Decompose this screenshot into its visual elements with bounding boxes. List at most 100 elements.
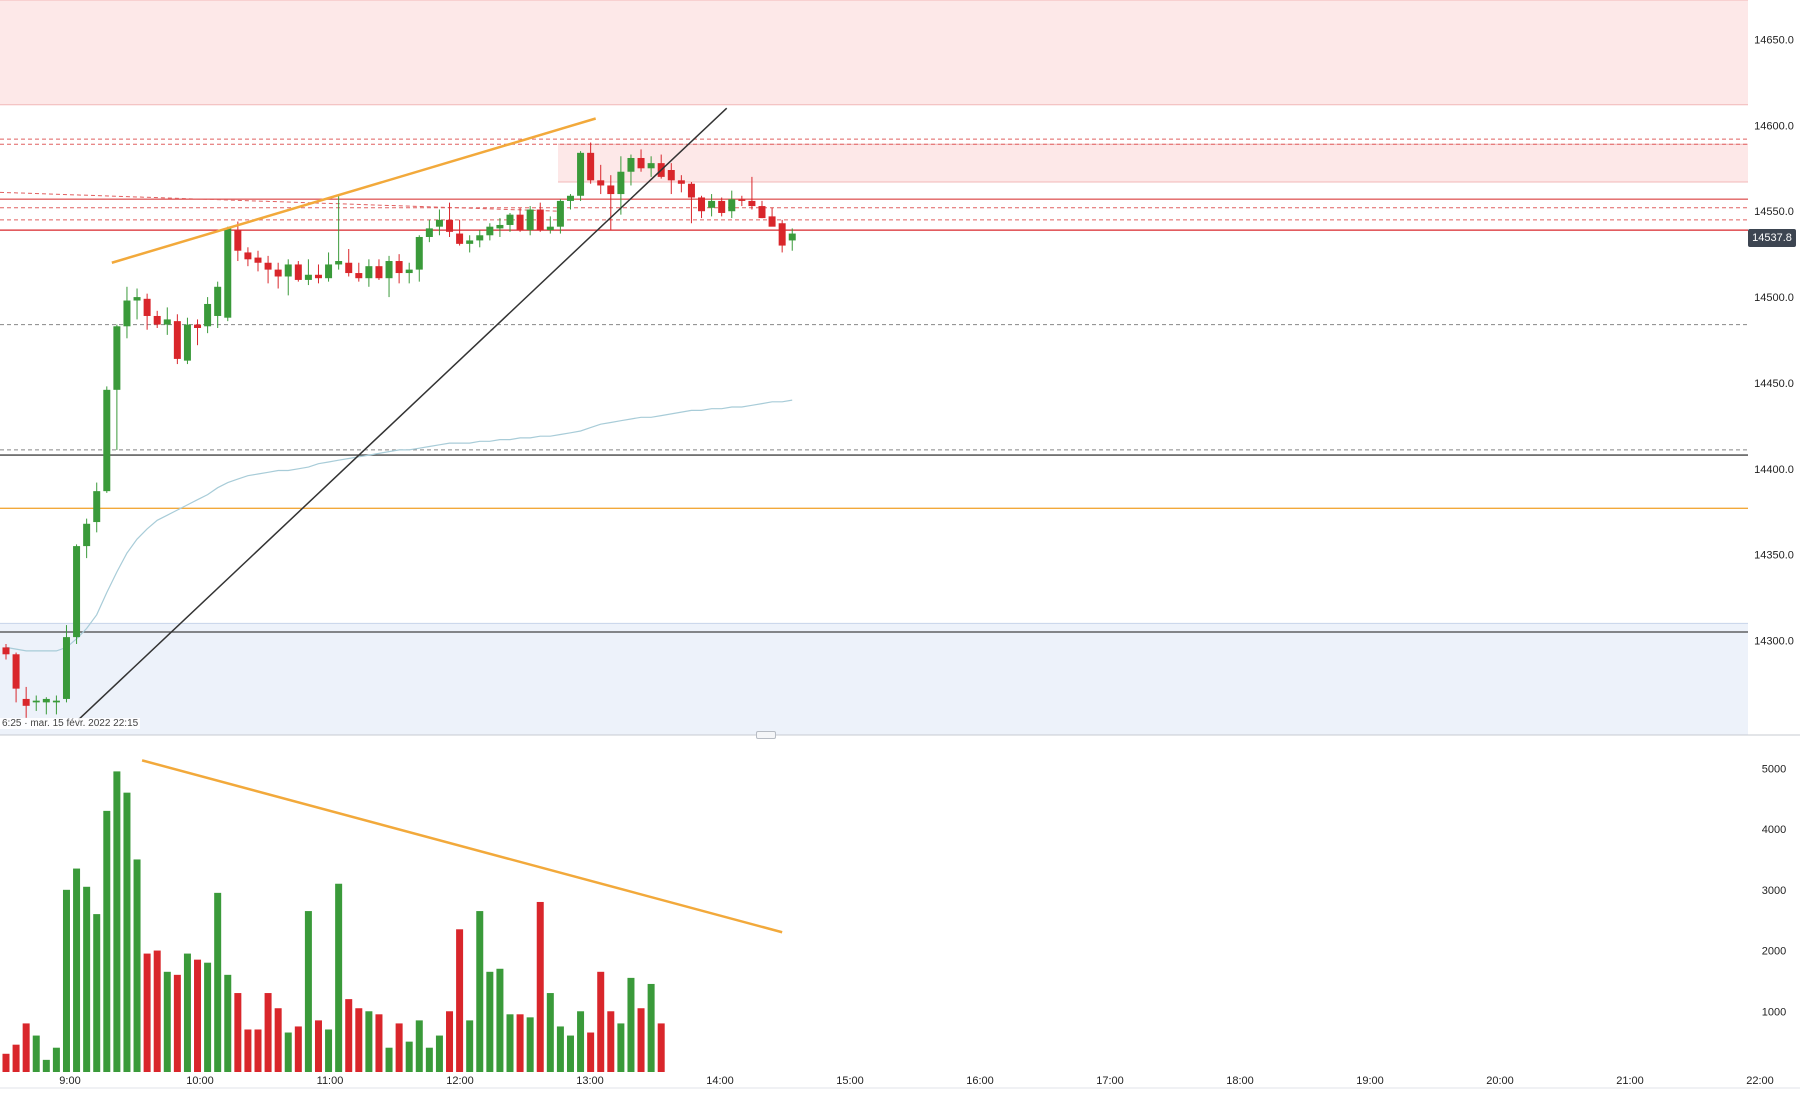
candle: [496, 218, 504, 237]
volume-bar: [224, 974, 232, 1072]
candle-body: [758, 206, 766, 219]
time-tick-label: 10:00: [186, 1075, 214, 1087]
price-tick-label: 14300.0: [1754, 636, 1794, 648]
candle-body: [768, 216, 776, 227]
candle-body: [748, 200, 756, 207]
candle: [536, 202, 544, 232]
candle-body: [607, 185, 615, 195]
time-tick-label: 14:00: [706, 1075, 734, 1087]
candle-body: [526, 209, 534, 231]
candle: [687, 182, 695, 224]
candle-body: [294, 264, 302, 280]
volume-bar: [73, 868, 81, 1072]
time-tick-label: 12:00: [446, 1075, 474, 1087]
volume-bar: [587, 1032, 595, 1072]
candle-body: [365, 266, 373, 279]
volume-bar: [506, 1014, 514, 1072]
volume-bar: [143, 953, 151, 1072]
candle-body: [12, 654, 20, 689]
candle-body: [113, 326, 121, 390]
volume-bar: [566, 1035, 574, 1072]
price-axis[interactable]: 14650.0 14600.0 14550.0 14500.0 14450.0 14400…: [1754, 34, 1794, 647]
candle: [143, 293, 151, 330]
candle: [173, 314, 181, 365]
crosshair-time-label: 6:25 · mar. 15 févr. 2022 22:15: [0, 718, 141, 729]
candle: [2, 643, 10, 660]
candle: [748, 176, 756, 210]
volume-axis: 5000 4000 3000 2000 1000: [1762, 763, 1786, 1018]
sma-line: [5, 399, 793, 652]
candle: [647, 156, 655, 177]
candle: [415, 235, 423, 282]
volume-bar: [486, 971, 494, 1072]
candle-body: [314, 274, 322, 279]
volume-tick-label: 5000: [1762, 763, 1786, 775]
time-tick-label: 13:00: [576, 1075, 604, 1087]
candle: [345, 249, 353, 277]
candle-body: [32, 700, 40, 703]
candle: [365, 259, 373, 287]
price-tick-label: 14600.0: [1754, 120, 1794, 132]
time-axis[interactable]: 9:00 10:00 11:00 12:00 13:00 14:00 15:00 16:00 1…: [59, 1075, 1773, 1087]
trendline-1: [78, 107, 728, 721]
volume-bar: [365, 1011, 373, 1072]
time-tick-label: 22:00: [1746, 1075, 1774, 1087]
candle-body: [83, 523, 91, 547]
candle: [335, 195, 343, 270]
volume-bar: [496, 968, 504, 1072]
candle-body: [194, 324, 202, 329]
volume-bar: [657, 1023, 665, 1072]
time-tick-label: 9:00: [59, 1075, 80, 1087]
volume-bar: [456, 929, 464, 1072]
candle: [73, 544, 81, 644]
candle-body: [405, 269, 413, 274]
candle-body: [42, 698, 50, 703]
volume-trendline-path: [141, 759, 783, 934]
candle: [718, 197, 726, 217]
time-tick-label: 17:00: [1096, 1075, 1124, 1087]
candle-body: [274, 269, 282, 277]
trendline-0: [111, 117, 597, 264]
candle-body: [234, 230, 242, 251]
candle: [284, 259, 292, 296]
volume-bar: [244, 1029, 252, 1072]
volume-bar: [32, 1035, 40, 1072]
candle: [194, 319, 202, 346]
candle-body: [133, 297, 141, 301]
candle-body: [214, 286, 222, 316]
candle-body: [506, 214, 514, 225]
candle-body: [335, 261, 343, 265]
candle: [506, 212, 514, 232]
candle: [163, 307, 171, 335]
volume-bar: [637, 1008, 645, 1072]
volume-bar: [335, 883, 343, 1072]
volume-bar: [556, 1026, 564, 1072]
candlesticks: [2, 142, 796, 718]
candle-body: [22, 698, 30, 706]
horizontal-levels: [0, 138, 1748, 633]
candle: [607, 175, 615, 231]
candle-body: [718, 200, 726, 213]
volume-bar: [163, 971, 171, 1072]
volume-bar: [214, 892, 222, 1072]
volume-bar: [526, 1017, 534, 1072]
candle-body: [123, 300, 131, 327]
candle: [254, 250, 262, 272]
candle-body: [435, 219, 443, 227]
candle-body: [103, 389, 111, 492]
candle-body: [677, 180, 685, 184]
candle: [83, 518, 91, 559]
candle: [778, 219, 786, 253]
candle-body: [597, 180, 605, 186]
candle-body: [254, 257, 262, 263]
volume-bar: [314, 1020, 322, 1072]
candle: [597, 164, 605, 195]
candle-body: [738, 199, 746, 201]
candle: [355, 262, 363, 282]
pane-resize-handle[interactable]: [756, 731, 776, 739]
candle-body: [617, 171, 625, 195]
candle: [264, 255, 272, 284]
volume-bar: [607, 1011, 615, 1072]
time-tick-label: 20:00: [1486, 1075, 1514, 1087]
